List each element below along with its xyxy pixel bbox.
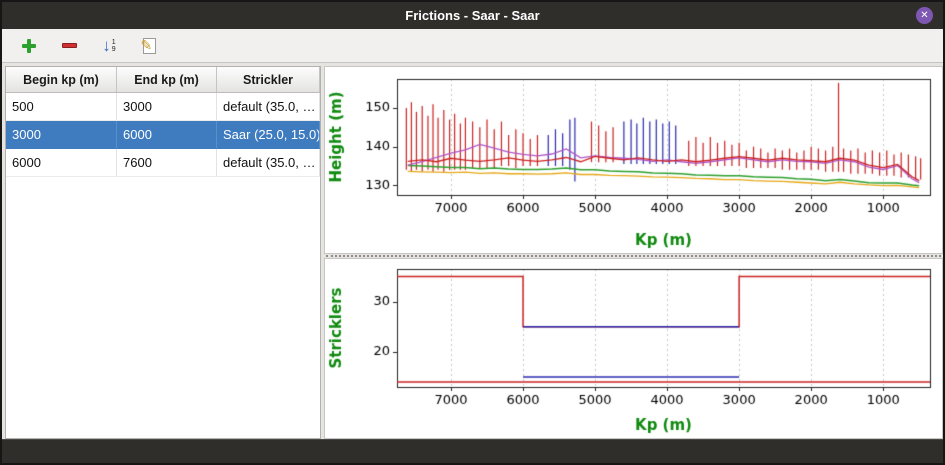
title-bar[interactable]: Frictions - Saar - Saar ✕ (2, 2, 943, 29)
chart-splitter[interactable] (326, 254, 941, 258)
stricklers-chart-panel (324, 258, 943, 439)
table-row-selected[interactable]: 3000 6000 Saar (25.0, 15.0) (6, 121, 320, 149)
sort-numeric-icon: ↓ 1 9 (102, 35, 116, 55)
table-header: Begin kp (m) End kp (m) Strickler (6, 67, 320, 93)
stricklers-chart-canvas[interactable] (325, 259, 942, 438)
header-strickler[interactable]: Strickler (217, 67, 320, 92)
table-row[interactable]: 6000 7600 default (35.0, … (6, 149, 320, 177)
close-icon: ✕ (920, 10, 929, 21)
cell-end-kp[interactable]: 3000 (117, 93, 217, 121)
close-button[interactable]: ✕ (916, 7, 933, 24)
minus-icon (61, 43, 77, 48)
add-button[interactable] (16, 33, 42, 59)
cell-begin-kp[interactable]: 6000 (6, 149, 117, 177)
edit-button[interactable]: ✎ (136, 33, 162, 59)
header-begin-kp[interactable]: Begin kp (m) (6, 67, 117, 92)
toolbar: ↓ 1 9 ✎ (2, 29, 943, 63)
status-bar (2, 439, 943, 463)
sort-button[interactable]: ↓ 1 9 (96, 33, 122, 59)
cell-strickler[interactable]: default (35.0, … (217, 149, 320, 177)
frictions-table: Begin kp (m) End kp (m) Strickler 500 30… (5, 66, 321, 439)
table-row[interactable]: 500 3000 default (35.0, … (6, 93, 320, 121)
cell-strickler[interactable]: default (35.0, … (217, 93, 320, 121)
cell-end-kp[interactable]: 7600 (117, 149, 217, 177)
window-title: Frictions - Saar - Saar (405, 8, 540, 23)
cell-begin-kp[interactable]: 3000 (6, 121, 117, 149)
plus-icon (22, 38, 36, 53)
cell-strickler[interactable]: Saar (25.0, 15.0) (217, 121, 320, 149)
height-chart-canvas[interactable] (325, 67, 942, 253)
header-end-kp[interactable]: End kp (m) (117, 67, 217, 92)
cell-begin-kp[interactable]: 500 (6, 93, 117, 121)
cell-end-kp[interactable]: 6000 (117, 121, 217, 149)
remove-button[interactable] (56, 33, 82, 59)
height-chart-panel (324, 66, 943, 254)
edit-icon: ✎ (141, 37, 156, 54)
